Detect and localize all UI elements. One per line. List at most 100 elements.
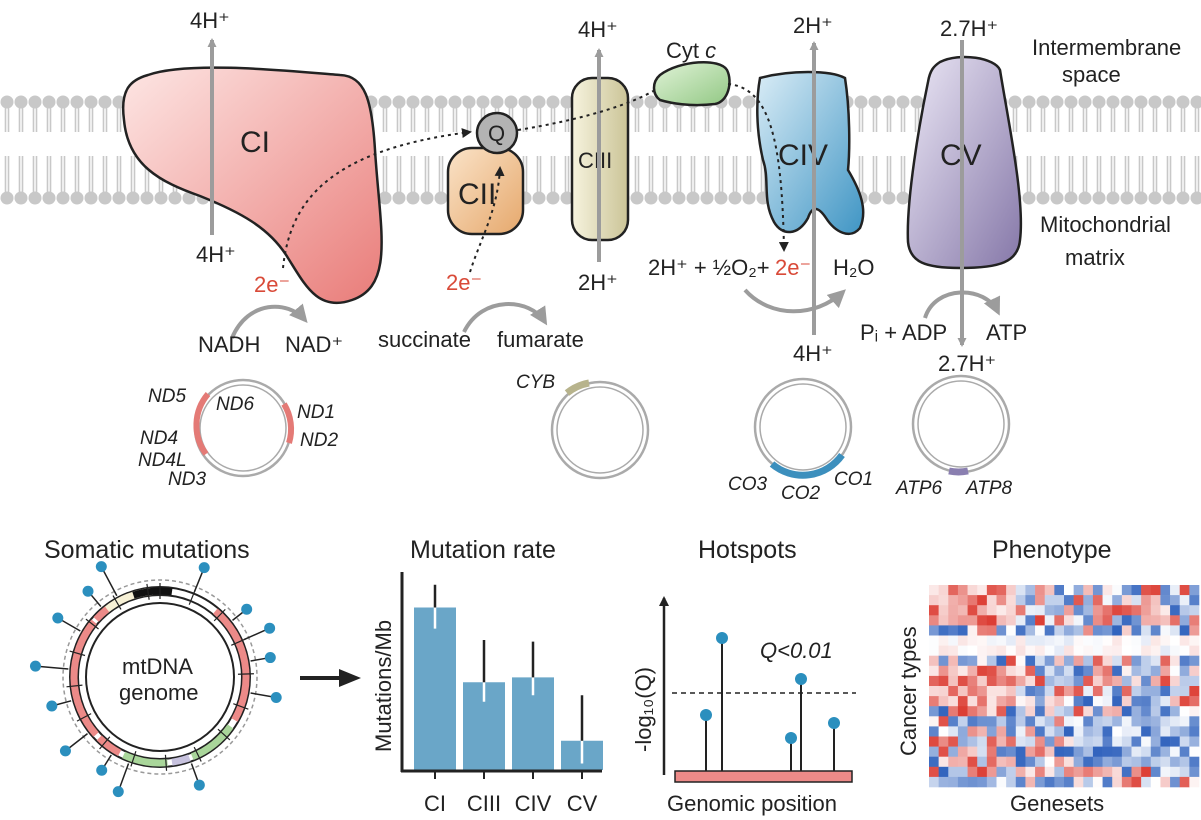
- x-tick-label: CIII: [467, 791, 501, 816]
- heatmap-cell: [1179, 746, 1190, 757]
- heatmap-cell: [967, 706, 978, 717]
- heatmap-cell: [948, 716, 959, 727]
- heatmap-cell: [1025, 736, 1036, 747]
- heatmap-cell: [1006, 665, 1017, 677]
- heatmap-cell: [1160, 645, 1171, 656]
- heatmap-cell: [1025, 726, 1036, 737]
- heatmap-cell: [1102, 625, 1113, 636]
- heatmap-cell: [957, 716, 968, 727]
- heatmap-cell: [1083, 585, 1094, 596]
- heatmap-cell: [1141, 645, 1152, 656]
- heatmap-cell: [1102, 645, 1113, 656]
- heatmap-cell: [1083, 635, 1094, 646]
- heatmap-cell: [1150, 655, 1161, 667]
- heatmap-cell: [948, 746, 959, 757]
- heatmap-cell: [948, 736, 959, 747]
- gene-nd4: ND4: [140, 428, 178, 449]
- hotspot-point: [795, 673, 807, 685]
- heatmap-cell: [1131, 696, 1142, 707]
- heatmap-cell: [1112, 696, 1123, 707]
- heatmap-cell: [1054, 726, 1065, 737]
- heatmap-cell: [1121, 615, 1132, 626]
- heatmap-cell: [1044, 736, 1055, 747]
- heatmap-cell: [1160, 746, 1171, 757]
- mutation-point: [82, 585, 94, 597]
- heatmap-cell: [1054, 655, 1065, 667]
- heatmap-cell: [929, 675, 939, 687]
- heatmap-cell: [1015, 595, 1026, 606]
- heatmap-cell: [957, 756, 968, 768]
- hotspots-y-label: -log₁₀(Q): [631, 667, 656, 752]
- heatmap-cell: [1035, 726, 1046, 737]
- heatmap-cell: [1121, 706, 1132, 717]
- heatmap-cell: [1102, 665, 1113, 677]
- heatmap-cell: [1015, 625, 1026, 636]
- intermembrane-label-2: space: [1062, 62, 1121, 87]
- heatmap-cell: [948, 706, 959, 717]
- heatmap-cell: [929, 726, 939, 737]
- heatmap-cell: [996, 726, 1007, 737]
- heatmap-cell: [1064, 615, 1074, 626]
- gene-nd1: ND1: [297, 402, 335, 423]
- genome-tick: [237, 673, 254, 675]
- heatmap-cell: [1170, 766, 1181, 778]
- heatmap-cell: [1160, 635, 1171, 646]
- heatmap-cell: [1150, 665, 1161, 677]
- heatmap-cell: [1160, 696, 1171, 707]
- heatmap-cell: [1102, 686, 1113, 697]
- heatmap-cell: [977, 645, 988, 656]
- mutation-point: [29, 660, 41, 672]
- mtdna-ring-inner: [85, 602, 235, 752]
- heatmap-cell: [957, 625, 968, 636]
- heatmap-cell: [967, 605, 978, 616]
- heatmap-cell: [1064, 716, 1074, 727]
- mutation-lollipops: [29, 561, 282, 798]
- heatmap-cell: [1035, 736, 1046, 747]
- heatmap-cell: [1092, 595, 1103, 606]
- heatmap-cell: [1006, 686, 1017, 697]
- heatmap-cell: [1044, 655, 1055, 667]
- heatmap-cell: [977, 776, 988, 788]
- heatmap-cell: [1160, 615, 1171, 626]
- heatmap-cell: [1189, 585, 1200, 596]
- heatmap-cell: [1112, 746, 1123, 757]
- phenotype-heatmap: [929, 585, 1200, 788]
- heatmap-cell: [1170, 696, 1181, 707]
- heatmap-cell: [1044, 625, 1055, 636]
- heatmap-cell: [1121, 696, 1132, 707]
- heatmap-cell: [996, 746, 1007, 757]
- heatmap-cell: [996, 776, 1007, 788]
- heatmap-cell: [1083, 615, 1094, 626]
- heatmap-cell: [1112, 655, 1123, 667]
- heatmap-cell: [986, 776, 997, 788]
- heatmap-cell: [967, 585, 978, 596]
- heatmap-cell: [1179, 736, 1190, 747]
- mutation-point: [96, 764, 108, 776]
- heatmap-cell: [1044, 766, 1055, 778]
- heatmap-cell: [1044, 605, 1055, 616]
- heatmap-cell: [929, 746, 939, 757]
- heatmap-cell: [1112, 766, 1123, 778]
- heatmap-cell: [1083, 605, 1094, 616]
- heatmap-cell: [996, 635, 1007, 646]
- heatmap-cell: [1083, 686, 1094, 697]
- heatmap-cell: [1160, 585, 1171, 596]
- heatmap-cell: [1044, 726, 1055, 737]
- heatmap-cell: [1006, 605, 1017, 616]
- heatmap-cell: [1141, 746, 1152, 757]
- heatmap-cell: [1073, 736, 1084, 747]
- heatmap-cell: [1015, 716, 1026, 727]
- heatmap-cell: [938, 635, 949, 646]
- heatmap-cell: [938, 655, 949, 667]
- heatmap-cell: [996, 756, 1007, 768]
- fumarate-label: fumarate: [497, 327, 584, 352]
- complex-iv: CIV: [756, 70, 865, 236]
- heatmap-cell: [1121, 625, 1132, 636]
- heatmap-cell: [1044, 635, 1055, 646]
- heatmap-cell: [957, 635, 968, 646]
- gene-cyb: CYB: [516, 372, 555, 393]
- hotspots-x-label: Genomic position: [667, 791, 837, 816]
- heatmap-cell: [1064, 746, 1074, 757]
- heatmap-cell: [957, 746, 968, 757]
- heatmap-cell: [1064, 655, 1074, 667]
